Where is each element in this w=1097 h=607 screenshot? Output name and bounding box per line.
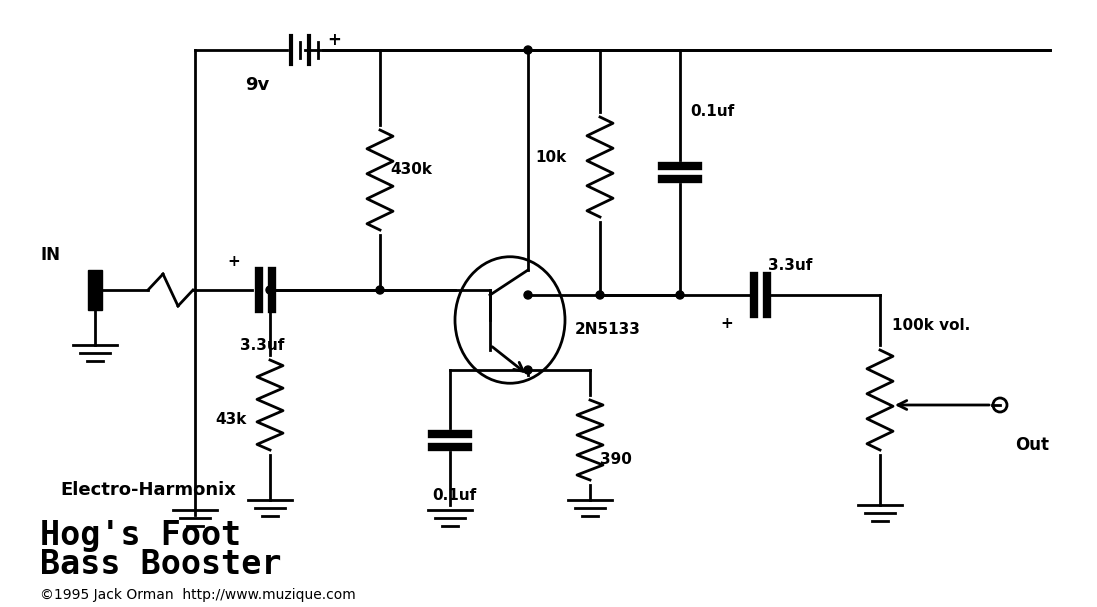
Text: Electro-Harmonix: Electro-Harmonix — [60, 481, 236, 499]
Circle shape — [524, 46, 532, 54]
Text: 430k: 430k — [391, 163, 432, 177]
Text: 100k vol.: 100k vol. — [892, 317, 970, 333]
Text: Bass Booster: Bass Booster — [39, 549, 282, 582]
Text: +: + — [327, 31, 341, 49]
Circle shape — [676, 291, 685, 299]
Text: Out: Out — [1015, 436, 1049, 454]
Text: Hog's Foot: Hog's Foot — [39, 518, 241, 552]
Text: 10k: 10k — [535, 149, 566, 164]
Circle shape — [524, 366, 532, 374]
Text: +: + — [720, 316, 733, 330]
Text: 43k: 43k — [215, 413, 247, 427]
Text: 0.1uf: 0.1uf — [690, 104, 734, 120]
Text: 2N5133: 2N5133 — [575, 322, 641, 337]
Bar — [88, 270, 102, 310]
Text: 3.3uf: 3.3uf — [768, 257, 813, 273]
Text: ©1995 Jack Orman  http://www.muzique.com: ©1995 Jack Orman http://www.muzique.com — [39, 588, 355, 602]
Text: 3.3uf: 3.3uf — [240, 337, 284, 353]
Circle shape — [524, 291, 532, 299]
Text: 390: 390 — [600, 452, 632, 467]
Text: 9v: 9v — [245, 76, 269, 94]
Text: IN: IN — [39, 246, 60, 264]
Circle shape — [376, 286, 384, 294]
Text: +: + — [227, 254, 240, 270]
Circle shape — [265, 286, 274, 294]
Text: 0.1uf: 0.1uf — [432, 487, 476, 503]
Circle shape — [596, 291, 604, 299]
